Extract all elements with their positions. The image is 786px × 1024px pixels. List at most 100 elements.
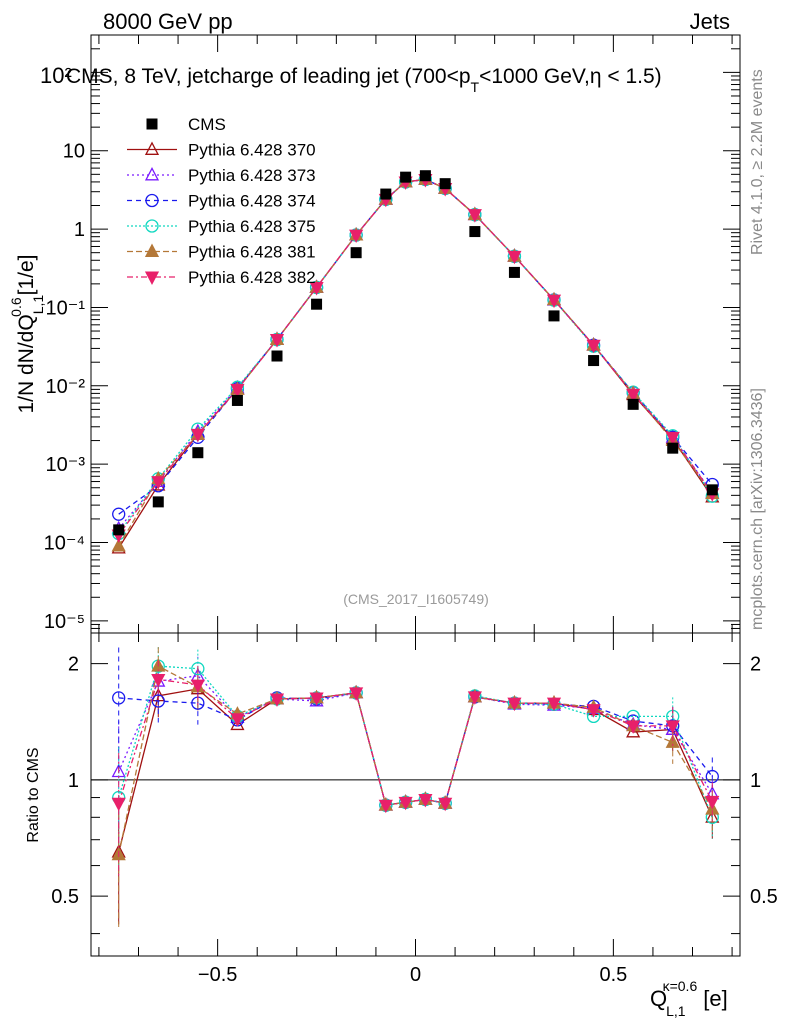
series-382-ratio-point <box>586 704 601 718</box>
legend-marker-series-382 <box>144 271 160 285</box>
cms-data-point <box>508 266 520 278</box>
series-374-ratio-point <box>112 691 126 705</box>
ratio-tick-label: 0.5 <box>51 886 79 908</box>
y-tick-label: 10⁻⁵ <box>44 611 85 633</box>
cms-data-point <box>231 394 243 406</box>
legend-marker-series-381 <box>144 243 160 257</box>
legend-marker-series-370 <box>144 141 160 155</box>
cms-data-point <box>400 171 412 183</box>
legend-entry-series-370: Pythia 6.428 370 <box>127 141 316 160</box>
legend-label-cms: CMS <box>188 115 226 134</box>
y-tick-label: 10⁻³ <box>46 454 86 476</box>
series-382-ratio-point <box>418 793 433 808</box>
main-y-axis-label: 1/N dN/dQL,10.6[1/e] <box>8 254 46 413</box>
cms-data-point <box>380 188 392 200</box>
series-382-ratio-point <box>349 687 364 701</box>
cms-data-point <box>469 226 481 238</box>
series-382-point <box>151 476 166 490</box>
legend-entry-series-375: Pythia 6.428 375 <box>127 217 316 236</box>
legend-label-series-370: Pythia 6.428 370 <box>188 141 316 160</box>
series-382-ratio-point <box>546 697 562 712</box>
cms-data-point <box>419 170 431 182</box>
x-tick-label: 0.5 <box>599 964 627 986</box>
legend-label-series-381: Pythia 6.428 381 <box>188 243 316 262</box>
series-382-ratio-point <box>230 713 245 727</box>
series-381-ratio-point <box>665 734 680 748</box>
series-374-ratio-point <box>151 694 165 708</box>
ratio-y-axis-label: Ratio to CMS <box>25 747 42 842</box>
x-axis-ticks: −0.5 0 0.5 <box>98 35 733 986</box>
series-382-ratio-point <box>378 799 393 814</box>
y-tick-label: 10⁻² <box>46 376 86 398</box>
series-382-point <box>269 334 285 348</box>
series-382-ratio-point <box>309 692 324 706</box>
y-tick-label: 10⁻¹ <box>46 297 86 319</box>
series-382-point <box>309 281 324 296</box>
cms-data-point <box>311 298 323 310</box>
legend-label-series-375: Pythia 6.428 375 <box>188 217 316 236</box>
category-label: Jets <box>690 9 730 34</box>
legend-marker-series-374 <box>145 193 159 208</box>
cms-data-point <box>667 442 679 454</box>
cms-data-point <box>271 350 283 362</box>
series-382-point <box>546 294 562 309</box>
ratio-tick-label: 2 <box>68 654 79 676</box>
series-374-ratio-line <box>118 692 713 806</box>
series-382-ratio-point <box>111 797 126 812</box>
series-381-point <box>111 538 126 552</box>
series-382-point <box>190 428 205 443</box>
series-382-point <box>230 383 245 398</box>
cms-data-point <box>439 178 451 190</box>
cms-data-point <box>548 310 560 322</box>
ratio-tick-label-right: 1 <box>750 770 761 792</box>
cms-data-point <box>588 355 600 367</box>
series-381-ratio-line <box>118 665 713 855</box>
series-374-point <box>112 507 126 521</box>
series-382-ratio-point <box>398 796 413 811</box>
series-382-ratio-line <box>118 678 713 806</box>
legend: CMS Pythia 6.428 370 Pythia 6.428 373 Pythi… <box>127 115 316 287</box>
legend-label-series-373: Pythia 6.428 373 <box>188 166 316 185</box>
y-tick-label-100: 10² <box>40 63 72 88</box>
cms-data-point <box>192 447 204 459</box>
series-370-ratio-point <box>230 716 245 731</box>
series-375-ratio-line <box>118 665 713 818</box>
analysis-tag: (CMS_2017_I1605749) <box>343 591 489 607</box>
series-382-ratio-point <box>507 697 522 712</box>
legend-marker-cms <box>146 118 158 130</box>
series-382-ratio-point <box>665 720 680 734</box>
series-382-ratio-point <box>467 691 482 705</box>
series-375-ratio-point <box>191 662 205 676</box>
x-tick-label: 0 <box>410 964 421 986</box>
legend-entry-series-373: Pythia 6.428 373 <box>127 166 316 185</box>
y-tick-label: 10 <box>63 141 85 163</box>
cms-data-point <box>706 484 718 496</box>
legend-entry-series-381: Pythia 6.428 381 <box>127 243 316 262</box>
main-series-group <box>111 170 720 554</box>
legend-marker-series-375 <box>145 219 159 233</box>
y-tick-label: 10⁻⁴ <box>44 533 85 555</box>
legend-entry-series-374: Pythia 6.428 374 <box>127 192 316 211</box>
x-axis-label: QL,1κ=0.6 [e] <box>650 978 728 1019</box>
series-382-point <box>349 229 364 244</box>
cms-data-point <box>627 398 639 410</box>
series-382-point <box>626 388 641 403</box>
legend-label-series-382: Pythia 6.428 382 <box>188 268 316 287</box>
series-382-point <box>467 209 482 223</box>
ratio-axis-ticks: 0.5 0.5 1 1 2 2 <box>51 654 778 935</box>
legend-entry-series-382: Pythia 6.428 382 <box>127 268 316 287</box>
series-370-ratio-line <box>118 688 713 853</box>
series-382-ratio-point <box>438 797 453 812</box>
mcplots-label: mcplots.cern.ch [arXiv:1306.3436] <box>749 388 766 630</box>
series-382-point <box>586 339 601 354</box>
series-382-ratio-point <box>190 679 205 694</box>
y-tick-label: 1 <box>74 219 85 241</box>
legend-label-series-374: Pythia 6.428 374 <box>188 192 316 211</box>
x-tick-label: −0.5 <box>198 964 237 986</box>
series-382-ratio-point <box>151 673 166 688</box>
ratio-series-group <box>111 647 720 928</box>
cms-data-point <box>152 496 164 508</box>
series-382-ratio-point <box>705 795 720 810</box>
legend-entry-cms: CMS <box>146 115 226 134</box>
